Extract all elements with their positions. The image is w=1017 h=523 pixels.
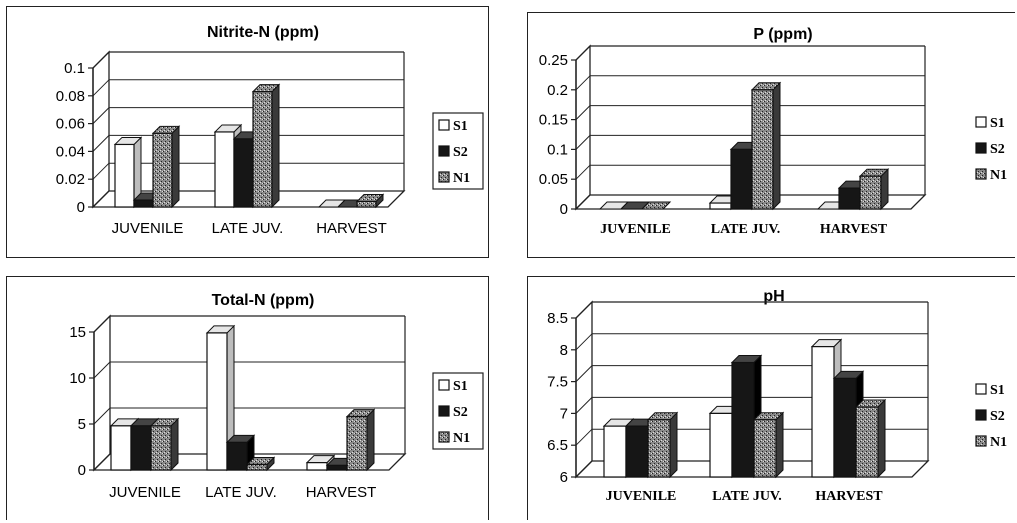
x-category-label: HARVEST (815, 489, 883, 504)
legend: S1 S2 N1 (432, 372, 484, 450)
legend: S1 S2 N1 (975, 116, 1007, 183)
y-tick-label: 6.5 (547, 437, 568, 454)
x-category-label: JUVENILE (606, 489, 677, 504)
legend: S1 S2 N1 (432, 112, 484, 190)
bar-n1-0 (151, 125, 181, 209)
chart-title: pH (763, 288, 784, 305)
y-tick-label: 0.05 (539, 171, 568, 188)
chart-title: P (ppm) (753, 26, 812, 43)
bar-n1-0 (149, 417, 180, 472)
legend-label-s2: S2 (990, 142, 1005, 157)
legend-swatch-s2 (975, 142, 987, 154)
bar-n1-1 (750, 81, 782, 211)
y-tick-label: 0.02 (56, 171, 85, 188)
chart-panel-p: P (ppm) 0 0.05 0.1 0.15 0.2 0.25 JUVENILE LATE J… (527, 12, 1015, 258)
legend-label-s1: S1 (990, 116, 1005, 131)
y-tick-label: 6 (560, 469, 568, 486)
legend-label-s1: S1 (453, 119, 468, 134)
bar-n1-0 (640, 201, 672, 210)
x-category-label: JUVENILE (112, 220, 184, 237)
legend-label-s2: S2 (453, 405, 468, 420)
legend-label-n1: N1 (990, 168, 1007, 183)
bar-n1-0 (646, 411, 679, 479)
bar-n1-2 (858, 168, 890, 211)
bar-n1-2 (355, 193, 385, 209)
legend: S1 S2 N1 (975, 383, 1007, 450)
y-tick-label: 5 (78, 416, 86, 433)
chart-nitrite: Nitrite-N (ppm) 0 0.02 0.04 0.06 0.08 0.1 JUVEN… (56, 24, 484, 237)
x-category-label: JUVENILE (600, 222, 671, 237)
y-tick-label: 15 (69, 324, 86, 341)
chart-panel-ph: pH 6 6.5 7 7.5 8 8.5 JUVENILE LATE JUV. HARVEST S1… (527, 276, 1015, 520)
chart-total-n: Total-N (ppm) 0 5 10 15 JUVENILE LATE JUV. HARV… (69, 292, 484, 501)
y-tick-label: 0.06 (56, 116, 85, 133)
legend-label-n1: N1 (453, 171, 470, 186)
legend-swatch-s2 (438, 405, 450, 417)
legend-swatch-s1 (975, 383, 987, 395)
y-tick-label: 0 (560, 201, 568, 218)
x-category-label: HARVEST (316, 220, 387, 237)
chart-ph: pH 6 6.5 7 7.5 8 8.5 JUVENILE LATE JUV. HARVEST S1… (547, 288, 1007, 504)
legend-swatch-n1 (438, 431, 450, 443)
bar-n1-2 (854, 398, 887, 479)
legend-label-n1: N1 (990, 435, 1007, 450)
y-tick-label: 0.2 (547, 82, 568, 99)
legend-swatch-s1 (975, 116, 987, 128)
legend-label-s1: S1 (990, 383, 1005, 398)
x-category-label: HARVEST (820, 222, 888, 237)
legend-swatch-n1 (975, 168, 987, 180)
legend-label-n1: N1 (453, 431, 470, 446)
bar-n1-2 (345, 408, 376, 472)
x-category-label: LATE JUV. (712, 489, 782, 504)
bar-n1-1 (752, 411, 785, 479)
legend-swatch-s2 (975, 409, 987, 421)
chart-p: P (ppm) 0 0.05 0.1 0.15 0.2 0.25 JUVENILE LATE J… (539, 26, 1007, 237)
legend-label-s2: S2 (990, 409, 1005, 424)
legend-swatch-n1 (975, 435, 987, 447)
chart-title: Total-N (ppm) (212, 292, 315, 309)
x-category-label: LATE JUV. (212, 220, 284, 237)
y-tick-label: 10 (69, 370, 86, 387)
legend-swatch-s1 (438, 379, 450, 391)
bar-s1-0 (113, 136, 143, 209)
chart-title: Nitrite-N (ppm) (207, 24, 319, 41)
y-tick-label: 0.1 (547, 141, 568, 158)
y-tick-label: 0.08 (56, 88, 85, 105)
y-tick-label: 0 (77, 199, 85, 216)
x-category-label: JUVENILE (109, 484, 181, 501)
y-tick-label: 8 (560, 342, 568, 359)
y-tick-label: 0.04 (56, 143, 85, 160)
legend-label-s2: S2 (453, 145, 468, 160)
bar-s1-1 (205, 324, 236, 472)
y-tick-label: 0.25 (539, 52, 568, 69)
chart-panel-nitrite: Nitrite-N (ppm) 0 0.02 0.04 0.06 0.08 0.1 JUVEN… (6, 6, 489, 258)
legend-swatch-n1 (438, 171, 450, 183)
legend-label-s1: S1 (453, 379, 468, 394)
y-tick-label: 0 (78, 462, 86, 479)
bar-n1-1 (245, 456, 276, 472)
chart-panel-total-n: Total-N (ppm) 0 5 10 15 JUVENILE LATE JUV. HARV… (6, 276, 489, 520)
y-tick-label: 8.5 (547, 310, 568, 327)
x-category-label: LATE JUV. (205, 484, 277, 501)
y-tick-label: 0.15 (539, 112, 568, 129)
x-category-label: LATE JUV. (711, 222, 781, 237)
y-tick-label: 0.1 (64, 60, 85, 77)
y-tick-label: 7 (560, 405, 568, 422)
x-category-label: HARVEST (306, 484, 377, 501)
y-tick-label: 7.5 (547, 374, 568, 391)
legend-swatch-s1 (438, 119, 450, 131)
legend-swatch-s2 (438, 145, 450, 157)
bar-n1-1 (251, 83, 281, 209)
